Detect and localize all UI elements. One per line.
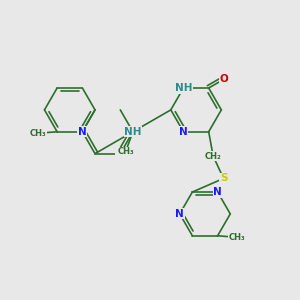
Text: CH₃: CH₃ bbox=[229, 233, 245, 242]
Text: N: N bbox=[116, 148, 125, 159]
Text: N: N bbox=[78, 127, 87, 137]
Text: N: N bbox=[213, 187, 222, 197]
Text: NH: NH bbox=[124, 127, 142, 137]
Text: NH: NH bbox=[175, 83, 192, 93]
Text: CH₃: CH₃ bbox=[29, 129, 46, 138]
Text: CH₃: CH₃ bbox=[117, 148, 134, 157]
Text: CH₂: CH₂ bbox=[205, 152, 221, 160]
Text: N: N bbox=[179, 127, 188, 137]
Text: S: S bbox=[220, 173, 227, 183]
Text: O: O bbox=[220, 74, 229, 84]
Text: N: N bbox=[175, 209, 184, 219]
